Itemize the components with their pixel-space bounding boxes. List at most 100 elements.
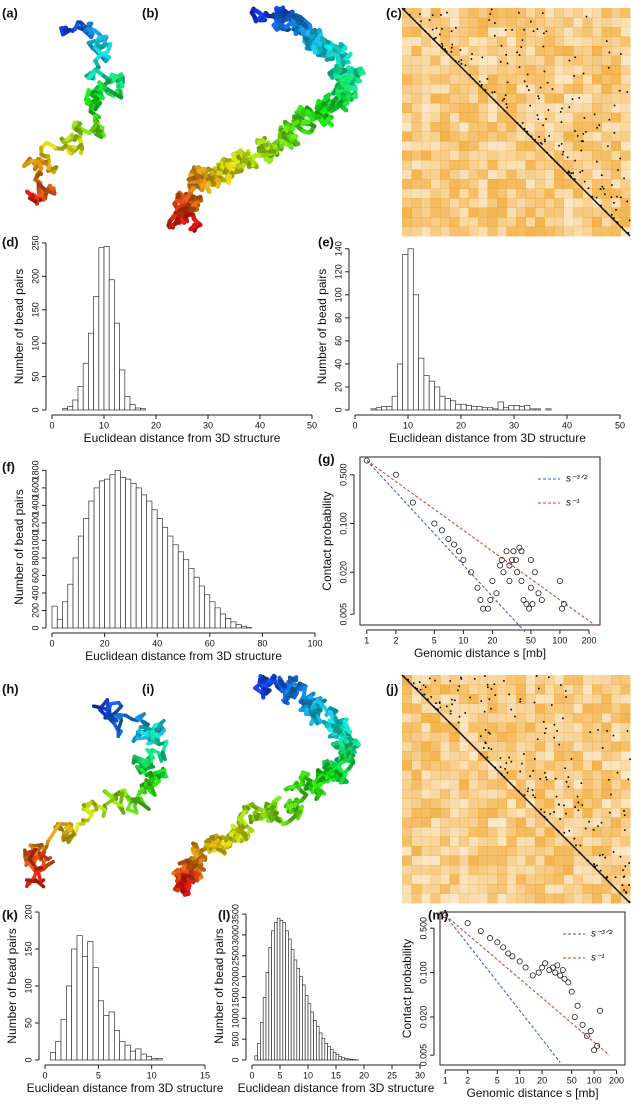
contact-dot [544,732,546,734]
map-cell [469,65,479,75]
map-cell [564,694,574,704]
point [461,557,466,562]
map-cell [488,198,498,208]
map-cell [611,84,621,94]
contact-dot [451,51,453,53]
map-cell [412,84,422,94]
x-tick-label: 100 [587,1075,602,1085]
map-cell [412,723,422,733]
map-cell [431,170,441,180]
map-cell [459,56,469,66]
map-cell [497,675,507,685]
map-cell [450,789,460,799]
map-cell [611,894,621,904]
y-tick-label: 0.005 [338,603,348,626]
map-cell [602,894,612,904]
map-cell [592,694,602,704]
map-cell [602,56,612,66]
map-cell [421,208,431,218]
contact-dot [435,37,437,39]
contact-dot [485,89,487,91]
map-cell [573,770,583,780]
map-cell [421,713,431,723]
map-cell [412,37,422,47]
point [501,945,506,950]
contact-dot [601,822,603,824]
contact-dot [570,172,572,174]
map-cell [592,732,602,742]
map-cell [507,189,517,199]
map-cell [526,189,536,199]
map-cell [488,704,498,714]
contact-dot [526,86,528,88]
map-cell [545,761,555,771]
map-cell [583,723,593,733]
contact-dot [491,688,493,690]
contact-dot [580,845,582,847]
map-cell [402,151,412,161]
contact-dot [559,818,561,820]
contact-dot [558,744,560,746]
contact-dot [500,766,502,768]
map-cell [621,713,631,723]
map-cell [431,846,441,856]
bar [403,255,408,410]
contact-dot [449,722,451,724]
contact-dot [505,54,507,56]
map-cell [526,37,536,47]
map-cell [497,827,507,837]
bar [387,407,392,410]
y-tick-label: 0 [30,625,40,630]
map-cell [621,789,631,799]
point [536,970,541,975]
map-cell [459,770,469,780]
map-cell [535,875,545,885]
map-cell [526,837,536,847]
bar [104,246,109,410]
map-cell [535,751,545,761]
map-cell [450,170,460,180]
map-cell [516,141,526,151]
contact-dot [537,142,539,144]
map-cell [440,789,450,799]
contact-dot [581,140,583,142]
map-cell [564,132,574,142]
map-cell [459,685,469,695]
map-cell [459,8,469,18]
contact-dot [611,184,613,186]
contact-dot [568,786,570,788]
map-cell [450,742,460,752]
bar [419,358,424,410]
contact-dot [536,675,538,677]
map-cell [421,732,431,742]
structure-3d [24,22,123,203]
map-cell [602,799,612,809]
map-cell [621,94,631,104]
x-tick-label: 2 [465,1075,470,1085]
contact-dot [496,102,498,104]
map-cell [516,732,526,742]
map-cell [478,837,488,847]
contact-dot [589,731,591,733]
map-cell [621,799,631,809]
contact-dot [583,73,585,75]
map-cell [421,113,431,123]
y-tick-label: 2000 [230,967,240,987]
contact-dot [455,728,457,730]
map-cell [535,208,545,218]
bar [140,409,145,410]
map-cell [573,884,583,894]
map-cell [402,27,412,37]
map-cell [621,170,631,180]
map-cell [545,884,555,894]
bar [263,997,266,1060]
map-cell [602,170,612,180]
map-cell [431,46,441,56]
map-cell [621,751,631,761]
contact-dot [503,680,505,682]
x-tick-label: 5 [495,1075,500,1085]
map-cell [592,37,602,47]
contact-dot [544,141,546,143]
bar [288,939,291,1060]
y-tick-label: 200 [23,904,33,919]
